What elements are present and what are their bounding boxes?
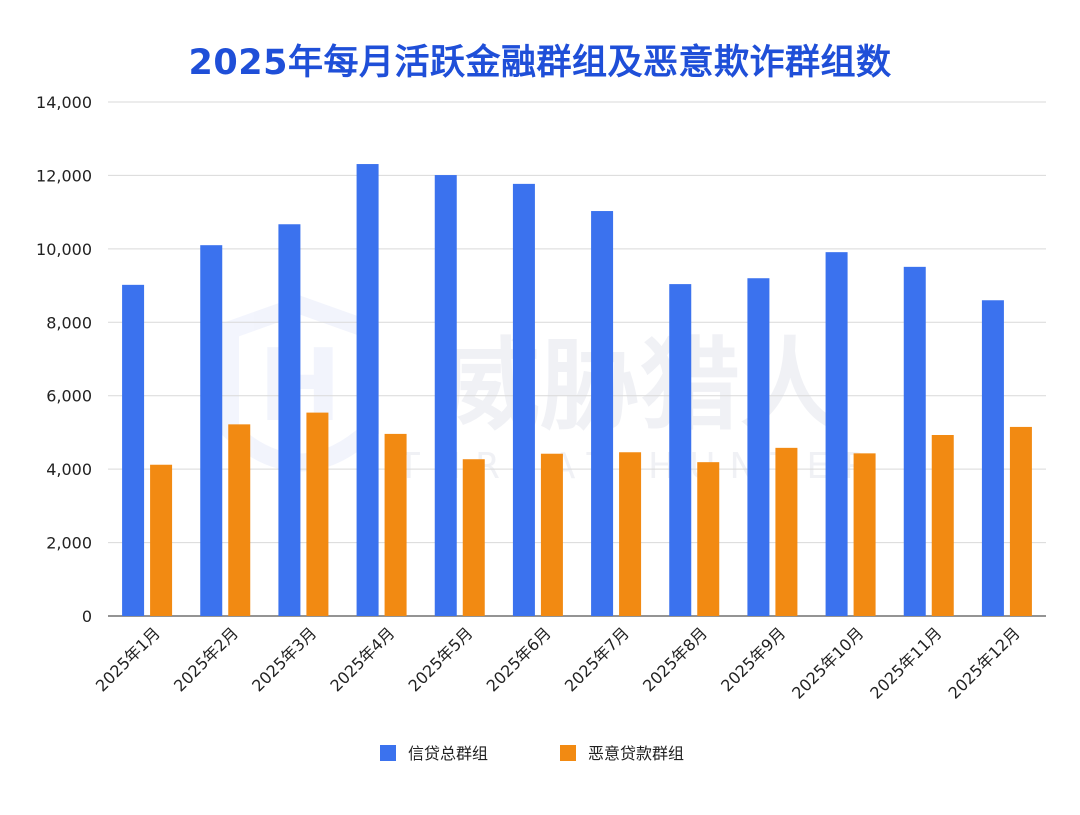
y-tick-label: 6,000 xyxy=(46,387,92,406)
bar-series-1 xyxy=(434,175,457,616)
x-tick-label: 2025年4月 xyxy=(326,623,398,695)
bars xyxy=(122,164,1032,616)
x-axis: 2025年1月 2025年2月 2025年3月 2025年4月 2025年5月 2025年… xyxy=(92,623,1024,702)
legend: 信贷总群组 恶意贷款群组 xyxy=(380,744,684,763)
bar-series-1 xyxy=(903,266,926,616)
legend-swatch-1 xyxy=(380,745,396,761)
x-tick-label: 2025年6月 xyxy=(483,623,555,695)
bar-series-2 xyxy=(931,434,954,616)
bar-series-1 xyxy=(200,245,223,616)
x-tick-label: 2025年1月 xyxy=(92,623,164,695)
y-tick-label: 8,000 xyxy=(46,313,92,332)
x-tick-label: 2025年12月 xyxy=(944,623,1023,702)
x-tick-label: 2025年10月 xyxy=(788,623,867,702)
y-tick-label: 4,000 xyxy=(46,460,92,479)
bar-series-2 xyxy=(1009,426,1032,616)
grid-lines xyxy=(108,101,1046,617)
bar-series-2 xyxy=(228,424,251,616)
bar-series-1 xyxy=(278,224,301,616)
bar-series-1 xyxy=(825,252,848,616)
bar-series-2 xyxy=(697,462,720,616)
x-tick-label: 2025年9月 xyxy=(717,623,789,695)
bar-series-2 xyxy=(853,453,876,616)
x-tick-label: 2025年2月 xyxy=(170,623,242,695)
y-tick-label: 12,000 xyxy=(36,166,92,185)
x-tick-label: 2025年3月 xyxy=(248,623,320,695)
bar-series-2 xyxy=(384,433,407,616)
bar-series-2 xyxy=(619,452,642,616)
bar-series-2 xyxy=(150,464,173,616)
x-tick-label: 2025年8月 xyxy=(639,623,711,695)
bar-series-2 xyxy=(540,453,563,616)
bar-series-1 xyxy=(122,284,145,616)
bar-series-1 xyxy=(747,278,770,616)
legend-label-2: 恶意贷款群组 xyxy=(588,744,684,763)
bar-series-1 xyxy=(981,300,1004,616)
y-tick-label: 10,000 xyxy=(36,240,92,259)
chart-title: 2025年每月活跃金融群组及恶意欺诈群组数 xyxy=(188,43,892,83)
legend-swatch-2 xyxy=(560,745,576,761)
watermark-text: 威胁猎人 xyxy=(440,327,840,444)
x-tick-label: 2025年7月 xyxy=(561,623,633,695)
bar-series-2 xyxy=(462,459,485,616)
y-tick-label: 2,000 xyxy=(46,534,92,553)
y-tick-label: 14,000 xyxy=(36,93,92,112)
x-tick-label: 2025年11月 xyxy=(866,623,945,702)
legend-label-1: 信贷总群组 xyxy=(408,744,488,763)
bar-series-1 xyxy=(512,183,535,616)
bar-series-1 xyxy=(591,211,614,616)
y-axis: 0 2,000 4,000 6,000 8,000 10,000 12,000 14,000 xyxy=(36,93,92,626)
y-tick-label: 0 xyxy=(82,607,92,626)
x-tick-label: 2025年5月 xyxy=(405,623,477,695)
bar-series-2 xyxy=(775,447,798,616)
bar-series-1 xyxy=(669,284,692,616)
bar-series-2 xyxy=(306,412,329,616)
bar-series-1 xyxy=(356,164,379,616)
